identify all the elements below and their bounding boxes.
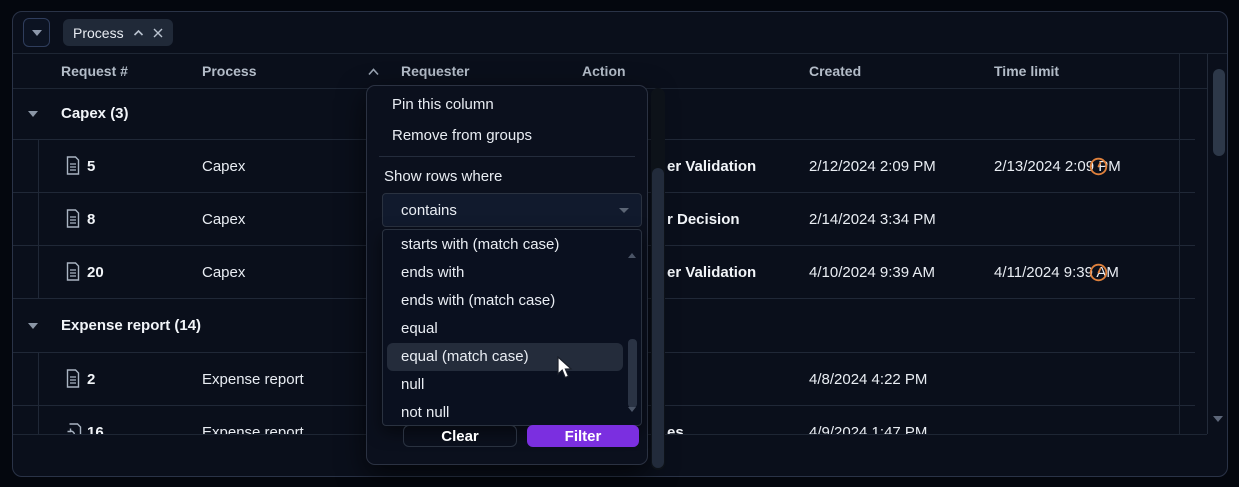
caret-down-icon [619, 208, 629, 213]
column-end-border [1179, 54, 1180, 434]
group-chip-label: Process [73, 24, 124, 41]
menu-divider [379, 156, 635, 157]
process-cell: Expense report [202, 370, 304, 388]
request-number: 8 [87, 210, 96, 228]
list-scrollbar-down-arrow[interactable] [628, 407, 636, 425]
column-header-timelimit[interactable]: Time limit [994, 63, 1060, 79]
process-cell: Expense report [202, 424, 304, 434]
document-icon [65, 246, 81, 298]
filter-button[interactable]: Filter [527, 425, 639, 447]
option-equal-match-case[interactable]: equal (match case) [387, 343, 623, 371]
scrollbar-border [1207, 54, 1208, 434]
document-icon [65, 193, 81, 245]
created-cell: 4/8/2024 4:22 PM [809, 370, 928, 388]
menu-item-remove-groups[interactable]: Remove from groups [392, 127, 533, 144]
vertical-scrollbar-thumb[interactable] [1213, 69, 1225, 156]
group-collapse-icon[interactable] [28, 110, 38, 117]
column-header-action[interactable]: Action [582, 63, 626, 79]
list-scrollbar-thumb[interactable] [628, 339, 637, 408]
created-cell: 2/12/2024 2:09 PM [809, 157, 936, 175]
process-cell: Capex [202, 157, 246, 175]
action-cell: r Decision [667, 210, 740, 228]
close-icon[interactable] [153, 28, 163, 38]
toolbar-divider [13, 53, 1227, 54]
overdue-clock-icon [1089, 246, 1108, 298]
document-icon [65, 140, 81, 192]
created-cell: 2/14/2024 3:34 PM [809, 210, 936, 228]
show-rows-where-label: Show rows where [384, 168, 503, 185]
group-label: Capex (3) [61, 105, 129, 122]
timelimit-cell: 2/13/2024 2:09 PM [994, 157, 1121, 175]
list-scrollbar-up-arrow[interactable] [628, 236, 636, 258]
filter-operator-value: contains [401, 201, 457, 219]
mouse-cursor [557, 356, 573, 379]
option-ends-with-match-case[interactable]: ends with (match case) [401, 292, 556, 309]
document-icon [65, 353, 81, 405]
column-header-created[interactable]: Created [809, 63, 862, 79]
action-cell: es [667, 424, 684, 434]
action-cell: er Validation [667, 157, 757, 175]
column-filter-menu: Pin this column Remove from groups Show … [366, 85, 648, 465]
option-equal[interactable]: equal [401, 320, 438, 337]
group-label: Expense report (14) [61, 317, 202, 334]
column-header-request[interactable]: Request # [61, 63, 128, 79]
filter-operator-select[interactable]: contains [382, 193, 642, 227]
column-header-process[interactable]: Process [202, 63, 257, 79]
timelimit-cell: 4/11/2024 9:39 AM [994, 263, 1119, 281]
option-not-null[interactable]: not null [401, 404, 450, 421]
request-number: 5 [87, 157, 96, 175]
sort-ascending-icon [368, 68, 379, 76]
scrollbar-down-arrow[interactable] [1213, 416, 1223, 439]
option-null[interactable]: null [401, 376, 425, 393]
process-cell: Capex [202, 210, 246, 228]
group-chip-process[interactable]: Process [63, 19, 173, 46]
group-collapse-icon[interactable] [28, 322, 38, 329]
menu-scrollbar-thumb[interactable] [652, 168, 664, 468]
column-header-requester[interactable]: Requester [401, 63, 470, 79]
request-number: 20 [87, 263, 104, 281]
option-starts-with-match-case[interactable]: starts with (match case) [401, 236, 560, 253]
caret-down-icon [31, 29, 42, 36]
filter-operator-listbox: starts with (match case) ends with ends … [382, 229, 642, 426]
request-number: 16 [87, 424, 104, 434]
process-cell: Capex [202, 263, 246, 281]
clear-button[interactable]: Clear [403, 425, 517, 447]
overdue-clock-icon [1089, 140, 1108, 192]
action-cell: er Validation [667, 263, 757, 281]
document-refresh-icon [65, 406, 83, 434]
table-row[interactable]: 16 Expense report es 4/9/2024 1:47 PM [13, 406, 1195, 434]
created-cell: 4/10/2024 9:39 AM [809, 263, 935, 281]
request-number: 2 [87, 370, 96, 388]
grid-menu-button[interactable] [23, 18, 50, 47]
menu-item-pin-column[interactable]: Pin this column [392, 96, 494, 113]
chevron-up-icon[interactable] [133, 29, 144, 37]
created-cell: 4/9/2024 1:47 PM [809, 424, 928, 434]
option-ends-with[interactable]: ends with [401, 264, 465, 281]
